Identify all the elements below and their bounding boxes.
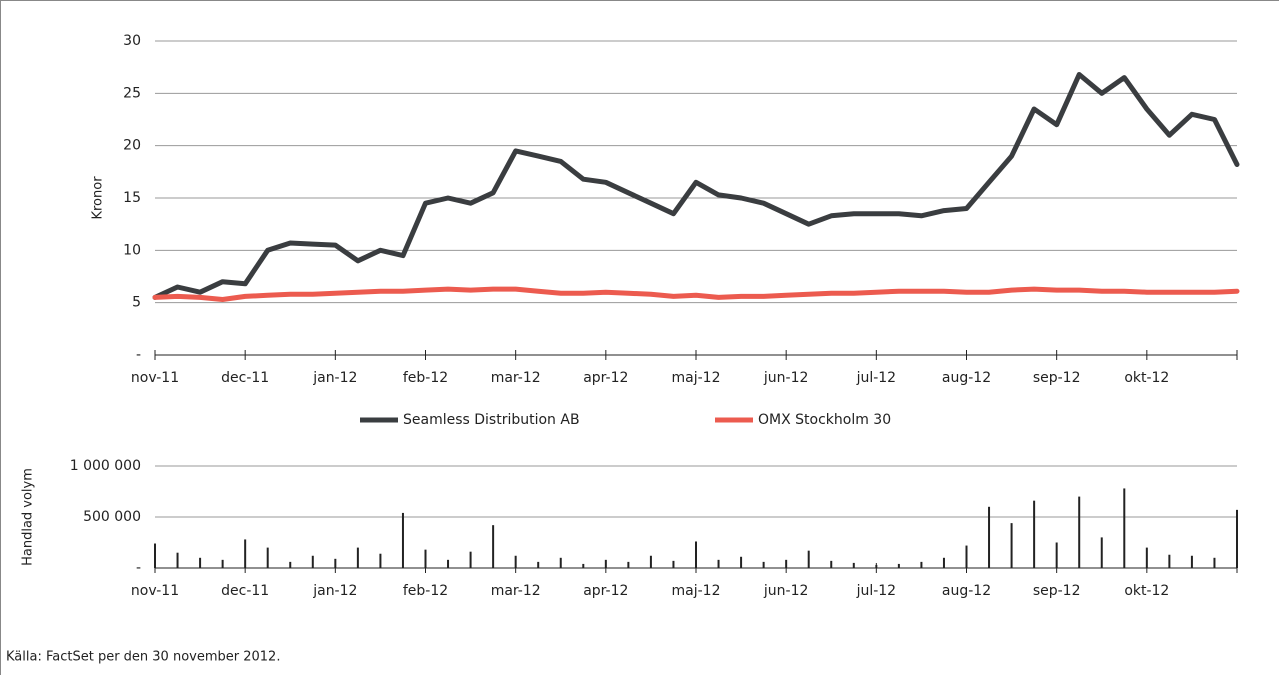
bar bbox=[311, 555, 314, 568]
x-tick-label: nov-11 bbox=[131, 583, 179, 599]
bar bbox=[176, 552, 179, 568]
x-tick-label: dec-11 bbox=[221, 583, 269, 599]
bar bbox=[897, 563, 900, 568]
y-axis-label: Handlad volym bbox=[21, 468, 36, 566]
bar bbox=[559, 557, 562, 568]
x-tick-label: maj-12 bbox=[672, 583, 721, 599]
x-tick-label: apr-12 bbox=[583, 370, 628, 386]
x-tick-label: okt-12 bbox=[1124, 583, 1169, 599]
x-tick-label: jun-12 bbox=[763, 583, 809, 599]
x-tick-label: sep-12 bbox=[1033, 583, 1081, 599]
bar bbox=[356, 547, 359, 568]
bar bbox=[221, 559, 224, 568]
x-tick-label: feb-12 bbox=[403, 370, 448, 386]
line-series bbox=[152, 72, 1240, 300]
bar bbox=[830, 560, 833, 568]
line-series bbox=[152, 286, 1240, 302]
y-tick-label: 25 bbox=[123, 85, 141, 101]
bar bbox=[1078, 496, 1081, 568]
bar bbox=[988, 506, 991, 568]
bar bbox=[965, 545, 968, 568]
bar bbox=[807, 550, 810, 568]
bar bbox=[695, 541, 697, 568]
x-tick-label: jul-12 bbox=[856, 583, 897, 599]
y-tick-label: 20 bbox=[123, 138, 141, 154]
bar bbox=[1236, 509, 1238, 568]
x-tick-label: apr-12 bbox=[583, 583, 628, 599]
bar bbox=[1190, 555, 1193, 568]
y-tick-label: - bbox=[136, 347, 141, 363]
x-tick-label: maj-12 bbox=[672, 370, 721, 386]
x-tick-label: jan-12 bbox=[312, 583, 357, 599]
x-tick-label: mar-12 bbox=[491, 370, 541, 386]
x-tick-label: aug-12 bbox=[942, 370, 991, 386]
legend-label: OMX Stockholm 30 bbox=[758, 412, 891, 428]
x-tick-label: aug-12 bbox=[942, 583, 991, 599]
x-tick-label: sep-12 bbox=[1033, 370, 1081, 386]
bar bbox=[401, 512, 404, 568]
x-tick-label: okt-12 bbox=[1124, 370, 1169, 386]
bar bbox=[537, 561, 540, 568]
bar bbox=[334, 558, 337, 568]
bar bbox=[447, 559, 450, 568]
y-tick-label: 10 bbox=[123, 242, 141, 258]
y-tick-label: 1 000 000 bbox=[70, 458, 141, 474]
y-tick-label: 500 000 bbox=[83, 509, 141, 525]
bar bbox=[875, 564, 878, 568]
bar bbox=[154, 543, 156, 568]
bar bbox=[717, 559, 720, 568]
bar bbox=[469, 551, 472, 568]
y-tick-label: 15 bbox=[123, 190, 141, 206]
bar bbox=[920, 561, 923, 568]
x-tick-label: mar-12 bbox=[491, 583, 541, 599]
source: Källa: FactSet per den 30 november 2012. bbox=[6, 650, 280, 665]
bar bbox=[672, 560, 675, 568]
bar bbox=[1213, 557, 1216, 568]
bar bbox=[604, 559, 607, 568]
bar bbox=[1123, 488, 1126, 568]
x-tick-label: jan-12 bbox=[312, 370, 357, 386]
x-tick-label: jun-12 bbox=[763, 370, 809, 386]
bar bbox=[852, 562, 855, 568]
bar bbox=[649, 555, 652, 568]
bar bbox=[1145, 547, 1148, 568]
bar bbox=[244, 539, 247, 568]
y-tick-label: - bbox=[136, 560, 141, 576]
bar bbox=[1033, 500, 1036, 568]
bar bbox=[1055, 542, 1058, 568]
bar bbox=[942, 557, 945, 568]
x-tick-label: nov-11 bbox=[131, 370, 179, 386]
bar bbox=[1100, 537, 1103, 568]
bar bbox=[379, 553, 382, 568]
bar bbox=[266, 547, 269, 568]
bar bbox=[582, 563, 585, 568]
y-axis-label: Kronor bbox=[91, 176, 106, 220]
x-tick-label: jul-12 bbox=[856, 370, 897, 386]
y-tick-label: 30 bbox=[123, 33, 141, 49]
bar bbox=[199, 557, 202, 568]
bar bbox=[424, 549, 427, 568]
y-tick-label: 5 bbox=[132, 295, 141, 311]
x-tick-label: feb-12 bbox=[403, 583, 448, 599]
bar bbox=[627, 561, 630, 568]
bar bbox=[785, 559, 788, 568]
bar bbox=[1010, 523, 1013, 568]
x-tick-label: dec-11 bbox=[221, 370, 269, 386]
bar bbox=[514, 555, 517, 568]
bar bbox=[1168, 554, 1171, 568]
bar bbox=[289, 561, 292, 568]
legend-label: Seamless Distribution AB bbox=[403, 412, 580, 428]
bar bbox=[762, 561, 765, 568]
bar bbox=[492, 525, 495, 568]
bar bbox=[740, 556, 743, 568]
